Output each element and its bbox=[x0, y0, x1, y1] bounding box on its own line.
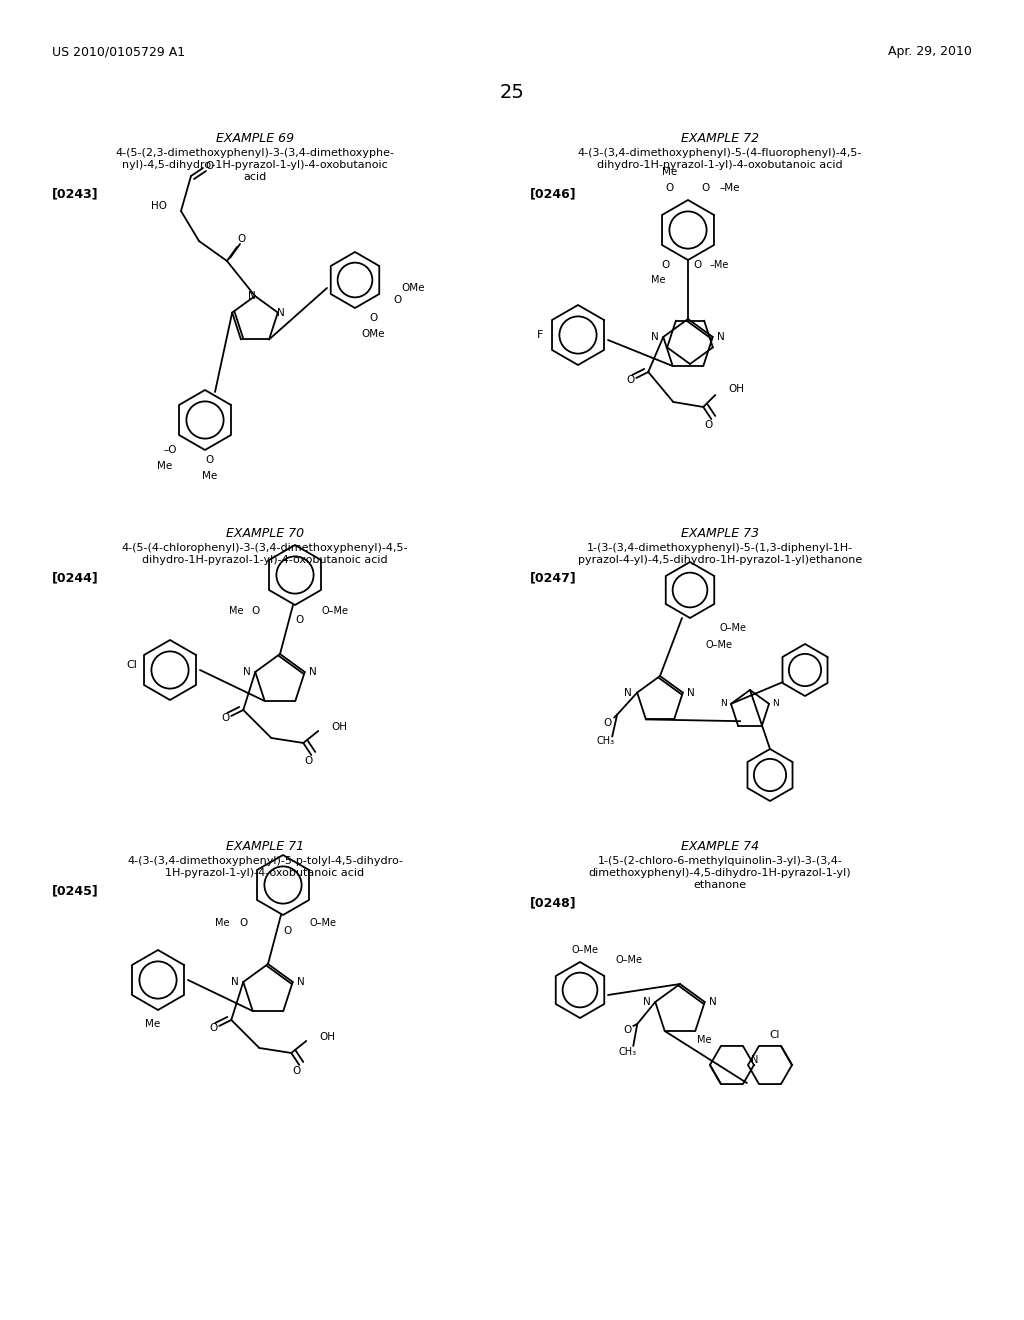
Text: Me: Me bbox=[228, 606, 243, 616]
Text: O–Me: O–Me bbox=[571, 945, 598, 954]
Text: O: O bbox=[369, 313, 377, 323]
Text: OH: OH bbox=[319, 1032, 335, 1041]
Text: N: N bbox=[297, 977, 304, 987]
Text: O–Me: O–Me bbox=[720, 623, 746, 634]
Text: O–Me: O–Me bbox=[309, 917, 336, 928]
Text: N: N bbox=[308, 667, 316, 677]
Text: O: O bbox=[666, 183, 674, 193]
Text: –Me: –Me bbox=[720, 183, 740, 193]
Text: OH: OH bbox=[728, 384, 744, 393]
Text: O: O bbox=[694, 260, 702, 271]
Text: O: O bbox=[304, 756, 312, 766]
Text: –Me: –Me bbox=[710, 260, 729, 271]
Text: O–Me: O–Me bbox=[321, 606, 348, 616]
Text: N: N bbox=[243, 667, 250, 677]
Text: O: O bbox=[603, 718, 611, 727]
Text: O: O bbox=[626, 375, 635, 385]
Text: EXAMPLE 74: EXAMPLE 74 bbox=[681, 840, 759, 853]
Text: O: O bbox=[296, 615, 304, 624]
Text: [0243]: [0243] bbox=[52, 187, 98, 201]
Text: O: O bbox=[238, 234, 246, 244]
Text: N: N bbox=[709, 997, 717, 1007]
Text: O: O bbox=[393, 294, 401, 305]
Text: N: N bbox=[772, 700, 779, 709]
Text: O: O bbox=[239, 917, 247, 928]
Text: 4-(3-(3,4-dimethoxyphenyl)-5-p-tolyl-4,5-dihydro-: 4-(3-(3,4-dimethoxyphenyl)-5-p-tolyl-4,5… bbox=[127, 855, 403, 866]
Text: EXAMPLE 72: EXAMPLE 72 bbox=[681, 132, 759, 145]
Text: N: N bbox=[720, 700, 727, 709]
Text: HO: HO bbox=[151, 201, 167, 211]
Text: Me: Me bbox=[696, 1035, 712, 1045]
Text: US 2010/0105729 A1: US 2010/0105729 A1 bbox=[52, 45, 185, 58]
Text: [0245]: [0245] bbox=[52, 884, 98, 898]
Text: N: N bbox=[276, 308, 285, 318]
Text: dimethoxyphenyl)-4,5-dihydro-1H-pyrazol-1-yl): dimethoxyphenyl)-4,5-dihydro-1H-pyrazol-… bbox=[589, 869, 851, 878]
Text: Me: Me bbox=[203, 471, 218, 480]
Text: 25: 25 bbox=[500, 82, 524, 102]
Text: dihydro-1H-pyrazol-1-yl)-4-oxobutanoic acid: dihydro-1H-pyrazol-1-yl)-4-oxobutanoic a… bbox=[597, 160, 843, 170]
Text: EXAMPLE 71: EXAMPLE 71 bbox=[226, 840, 304, 853]
Text: Me: Me bbox=[650, 275, 666, 285]
Text: EXAMPLE 73: EXAMPLE 73 bbox=[681, 527, 759, 540]
Text: N: N bbox=[625, 688, 632, 697]
Text: Apr. 29, 2010: Apr. 29, 2010 bbox=[888, 45, 972, 58]
Text: N: N bbox=[650, 331, 658, 342]
Text: O–Me: O–Me bbox=[705, 640, 732, 649]
Text: pyrazol-4-yl)-4,5-dihydro-1H-pyrazol-1-yl)ethanone: pyrazol-4-yl)-4,5-dihydro-1H-pyrazol-1-y… bbox=[578, 554, 862, 565]
Text: N: N bbox=[230, 977, 239, 987]
Text: –O: –O bbox=[163, 445, 177, 455]
Text: O: O bbox=[701, 183, 710, 193]
Text: Me: Me bbox=[145, 1019, 161, 1030]
Text: N: N bbox=[248, 290, 256, 301]
Text: CH₃: CH₃ bbox=[618, 1047, 636, 1057]
Text: 4-(5-(4-chlorophenyl)-3-(3,4-dimethoxyphenyl)-4,5-: 4-(5-(4-chlorophenyl)-3-(3,4-dimethoxyph… bbox=[122, 543, 409, 553]
Text: Me: Me bbox=[158, 461, 173, 471]
Text: O: O bbox=[662, 260, 670, 271]
Text: dihydro-1H-pyrazol-1-yl)-4-oxobutanoic acid: dihydro-1H-pyrazol-1-yl)-4-oxobutanoic a… bbox=[142, 554, 388, 565]
Text: [0248]: [0248] bbox=[530, 896, 577, 909]
Text: OMe: OMe bbox=[361, 329, 385, 339]
Text: 1H-pyrazol-1-yl)-4-oxobutanoic acid: 1H-pyrazol-1-yl)-4-oxobutanoic acid bbox=[166, 869, 365, 878]
Text: [0247]: [0247] bbox=[530, 572, 577, 583]
Text: nyl)-4,5-dihydro-1H-pyrazol-1-yl)-4-oxobutanoic: nyl)-4,5-dihydro-1H-pyrazol-1-yl)-4-oxob… bbox=[122, 160, 388, 170]
Text: OH: OH bbox=[332, 722, 347, 733]
Text: O: O bbox=[221, 713, 229, 723]
Text: 4-(3-(3,4-dimethoxyphenyl)-5-(4-fluorophenyl)-4,5-: 4-(3-(3,4-dimethoxyphenyl)-5-(4-fluoroph… bbox=[578, 148, 862, 158]
Text: O: O bbox=[292, 1067, 300, 1076]
Text: 1-(3-(3,4-dimethoxyphenyl)-5-(1,3-diphenyl-1H-: 1-(3-(3,4-dimethoxyphenyl)-5-(1,3-diphen… bbox=[587, 543, 853, 553]
Text: [0246]: [0246] bbox=[530, 187, 577, 201]
Text: OMe: OMe bbox=[401, 282, 425, 293]
Text: N: N bbox=[642, 997, 650, 1007]
Text: CH₃: CH₃ bbox=[596, 735, 614, 746]
Text: O: O bbox=[251, 606, 259, 616]
Text: [0244]: [0244] bbox=[52, 572, 98, 583]
Text: O: O bbox=[206, 455, 214, 465]
Text: acid: acid bbox=[244, 172, 266, 182]
Text: O: O bbox=[209, 1023, 217, 1034]
Text: ethanone: ethanone bbox=[693, 880, 746, 890]
Text: N: N bbox=[752, 1055, 759, 1065]
Text: O: O bbox=[705, 420, 713, 430]
Text: Me: Me bbox=[663, 168, 678, 177]
Text: Cl: Cl bbox=[127, 660, 137, 671]
Text: F: F bbox=[537, 330, 543, 341]
Text: O–Me: O–Me bbox=[615, 954, 642, 965]
Text: N: N bbox=[717, 331, 724, 342]
Text: N: N bbox=[687, 688, 694, 697]
Text: Me: Me bbox=[215, 917, 230, 928]
Text: Cl: Cl bbox=[770, 1030, 780, 1040]
Text: O: O bbox=[624, 1024, 632, 1035]
Text: O: O bbox=[284, 927, 292, 936]
Text: 4-(5-(2,3-dimethoxyphenyl)-3-(3,4-dimethoxyphe-: 4-(5-(2,3-dimethoxyphenyl)-3-(3,4-dimeth… bbox=[116, 148, 394, 158]
Text: EXAMPLE 70: EXAMPLE 70 bbox=[226, 527, 304, 540]
Text: EXAMPLE 69: EXAMPLE 69 bbox=[216, 132, 294, 145]
Text: O: O bbox=[205, 161, 213, 172]
Text: 1-(5-(2-chloro-6-methylquinolin-3-yl)-3-(3,4-: 1-(5-(2-chloro-6-methylquinolin-3-yl)-3-… bbox=[598, 855, 843, 866]
